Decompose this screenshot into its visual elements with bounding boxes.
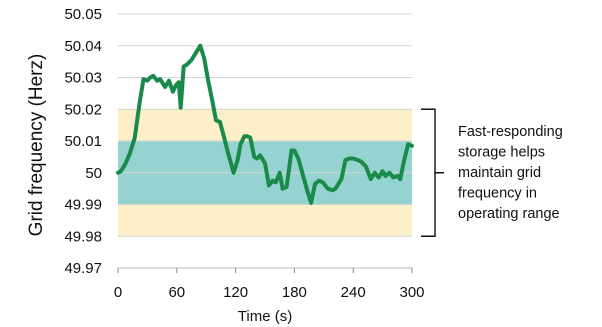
annotation-line: storage helps <box>458 145 545 161</box>
x-axis-ticks: 0 60 120 180 240 300 <box>114 268 425 301</box>
y-tick-label: 50 <box>85 165 102 182</box>
y-tick-label: 50.05 <box>64 6 102 23</box>
x-tick-label: 300 <box>399 284 424 301</box>
y-tick-label: 50.01 <box>64 133 102 150</box>
x-tick-label: 0 <box>114 284 122 301</box>
x-tick-label: 60 <box>168 284 185 301</box>
x-tick-label: 240 <box>341 284 366 301</box>
x-axis-title: Time (s) <box>238 308 292 325</box>
y-tick-label: 50.02 <box>64 101 102 118</box>
annotation-line: maintain grid <box>458 165 541 181</box>
annotation-line: Fast-responding <box>458 124 563 140</box>
y-tick-label: 50.03 <box>64 70 102 87</box>
y-tick-label: 49.99 <box>64 197 102 214</box>
y-axis-ticks: 49.97 49.98 49.99 50 50.01 50.02 50.03 50.04 50.… <box>64 6 102 277</box>
annotation-text: Fast-responding storage helps maintain gri… <box>458 124 563 222</box>
annotation-line: frequency in <box>458 186 537 202</box>
y-tick-label: 49.97 <box>64 260 102 277</box>
frequency-series-line <box>116 43 414 205</box>
gridlines <box>118 13 412 269</box>
y-tick-label: 49.98 <box>64 228 102 245</box>
x-tick-label: 180 <box>282 284 307 301</box>
operating-range-bracket <box>421 108 444 237</box>
x-tick-label: 120 <box>223 284 248 301</box>
y-tick-label: 50.04 <box>64 38 102 55</box>
annotation-line: operating range <box>458 206 560 222</box>
y-axis-title: Grid frequency (Herz) <box>26 54 47 237</box>
